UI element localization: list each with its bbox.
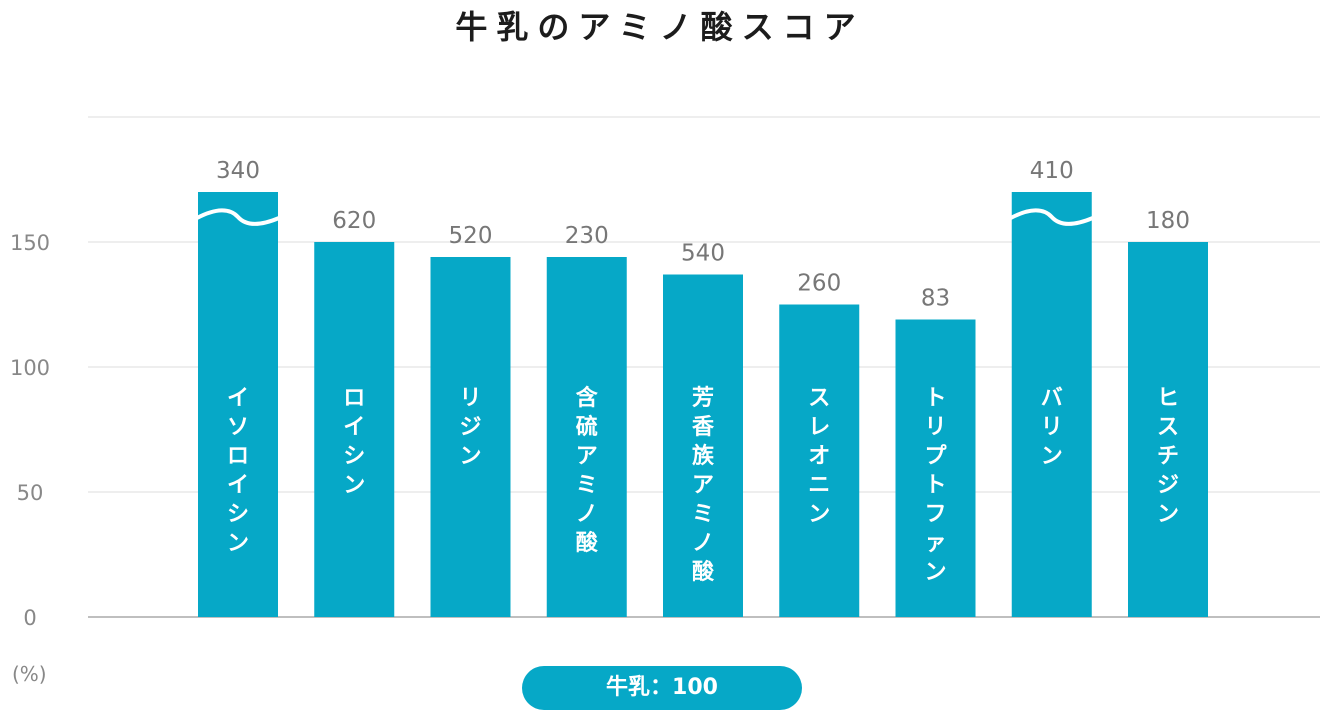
y-tick-label: 50 [17,481,44,505]
bar-labels: 340 イソロイシン 620 ロイシン 520 リジン 230 含硫アミノ酸 540 芳香族アミノ… [216,158,1190,585]
value-label: 340 [216,158,260,184]
category-label: ヒスチジン [1157,386,1179,527]
legend-baseline-pill: 牛乳：100 [522,666,802,710]
bars [196,192,1208,617]
chart-title: 牛乳のアミノ酸スコア [455,8,865,46]
category-label: ロイシン [343,386,365,498]
value-label: 180 [1146,208,1190,234]
y-tick-label: 0 [23,606,36,630]
bar [895,319,976,617]
value-label: 540 [681,241,725,267]
bar [1128,242,1208,617]
y-tick-label: 150 [10,231,50,255]
bar [430,257,511,617]
axis-break-mark [1009,208,1094,226]
bar [546,257,627,617]
category-label: 含硫アミノ酸 [576,385,599,556]
category-label: バリン [1041,386,1063,469]
bar [1011,192,1092,617]
value-label: 260 [797,271,841,297]
y-tick-label: 100 [10,356,50,380]
bar [198,192,278,617]
bar [663,274,743,617]
category-label: スレオニン [808,386,830,527]
value-label: 520 [449,223,493,249]
category-label: リジン [459,386,481,469]
category-label: イソロイシン [227,386,249,556]
category-label: トリプトファン [924,386,947,585]
y-axis-unit: (%) [12,662,47,686]
value-label: 410 [1030,158,1074,184]
bar [314,242,395,617]
category-label: 芳香族アミノ酸 [692,386,715,585]
value-label: 230 [565,223,609,249]
bar [779,304,860,617]
value-label: 83 [921,286,950,312]
y-axis-ticks: 0 50 100 150 [10,231,50,630]
axis-break-mark [196,208,280,226]
value-label: 620 [332,208,376,234]
